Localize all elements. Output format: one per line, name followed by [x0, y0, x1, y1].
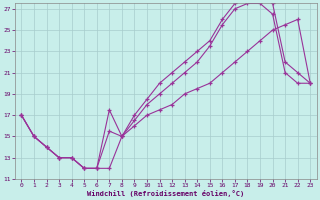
X-axis label: Windchill (Refroidissement éolien,°C): Windchill (Refroidissement éolien,°C)	[87, 190, 244, 197]
